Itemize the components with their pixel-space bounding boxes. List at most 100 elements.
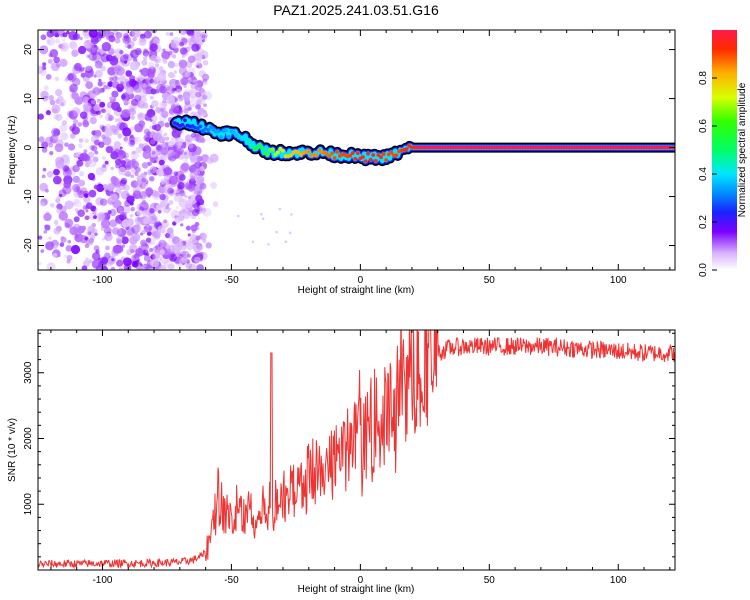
noise-point <box>158 239 167 249</box>
noise-point <box>176 88 182 94</box>
ridge-point <box>299 152 303 157</box>
noise-point <box>62 32 68 38</box>
noise-point <box>38 136 45 143</box>
noise-point <box>52 108 58 114</box>
noise-point <box>69 133 76 139</box>
noise-point <box>83 149 88 154</box>
noise-point <box>109 193 118 203</box>
noise-point <box>133 224 142 232</box>
noise-point <box>89 116 97 125</box>
noise-point <box>149 139 156 145</box>
noise-point <box>169 32 174 37</box>
noise-point <box>69 41 78 50</box>
ridge-point <box>332 156 337 161</box>
noise-point <box>82 102 92 112</box>
noise-point <box>38 65 44 75</box>
noise-point <box>76 189 82 195</box>
noise-point <box>159 101 168 110</box>
noise-point <box>41 147 48 153</box>
noise-point <box>160 199 169 207</box>
ridge-point <box>330 151 334 156</box>
noise-point <box>131 160 140 169</box>
snr-y-tick-label: 1000 <box>23 493 34 516</box>
ridge-point <box>242 134 247 139</box>
ridge-point <box>211 127 216 132</box>
snr-x-tick-label: 100 <box>610 575 627 586</box>
noise-point <box>163 166 172 176</box>
noise-point <box>117 206 125 214</box>
noise-point <box>138 245 142 250</box>
ridge-point <box>373 159 378 163</box>
noise-point <box>150 259 160 268</box>
noise-point <box>178 258 184 264</box>
noise-point <box>103 106 112 115</box>
noise-point <box>72 164 80 173</box>
noise-point <box>42 167 47 172</box>
noise-point <box>112 245 122 255</box>
noise-point <box>87 158 97 168</box>
noise-point <box>167 140 175 148</box>
noise-point <box>146 68 156 78</box>
noise-point <box>123 100 129 106</box>
ridge-point <box>350 151 355 155</box>
noise-point <box>55 159 65 169</box>
noise-point <box>138 95 147 104</box>
noise-point <box>195 235 201 241</box>
noise-point <box>147 161 153 167</box>
noise-point <box>90 135 100 144</box>
noise-point <box>145 248 151 254</box>
noise-point <box>288 231 292 235</box>
noise-point <box>149 43 158 52</box>
noise-point <box>142 49 150 57</box>
noise-point <box>179 47 188 55</box>
noise-point <box>138 191 148 200</box>
noise-point <box>131 261 139 268</box>
spectrogram-y-tick-label: -20 <box>23 238 34 253</box>
snr-x-tick-label: 50 <box>484 575 496 586</box>
noise-point <box>97 212 107 222</box>
noise-point <box>145 188 154 196</box>
noise-point <box>75 234 79 239</box>
noise-point <box>138 143 144 149</box>
noise-point <box>98 78 102 82</box>
noise-point <box>73 216 80 223</box>
noise-point <box>95 167 104 176</box>
ridge-point <box>361 155 365 159</box>
noise-point <box>130 115 135 120</box>
noise-point <box>278 207 282 211</box>
noise-point <box>112 30 119 35</box>
noise-point <box>60 44 66 50</box>
noise-point <box>180 192 185 197</box>
noise-point <box>177 182 185 190</box>
noise-point <box>116 83 125 92</box>
noise-point <box>128 135 135 143</box>
noise-point <box>45 241 55 251</box>
noise-point <box>116 238 122 244</box>
ridge-point <box>306 149 311 154</box>
spectrogram-y-ticks: -20 -10 0 10 20 <box>23 44 675 253</box>
noise-point <box>168 175 178 185</box>
snr-frame <box>37 329 676 571</box>
noise-point <box>97 81 103 87</box>
noise-point <box>59 58 68 67</box>
noise-point <box>116 218 121 224</box>
noise-point <box>143 128 151 135</box>
noise-point <box>109 76 114 82</box>
snr-x-tick-label: 0 <box>358 575 364 586</box>
noise-point <box>160 178 167 185</box>
noise-point <box>69 90 80 100</box>
noise-point <box>129 126 135 132</box>
noise-point <box>65 76 70 81</box>
noise-point <box>103 84 108 90</box>
noise-point <box>80 187 88 195</box>
noise-point <box>237 214 240 218</box>
noise-point <box>85 215 90 220</box>
noise-point <box>126 195 135 204</box>
noise-point <box>48 247 53 251</box>
noise-point <box>202 39 206 43</box>
noise-point <box>185 225 191 231</box>
ridge-point <box>247 139 252 143</box>
noise-point <box>180 223 184 227</box>
noise-point <box>92 93 97 98</box>
spectrogram-x-tick-label: 0 <box>358 275 364 286</box>
